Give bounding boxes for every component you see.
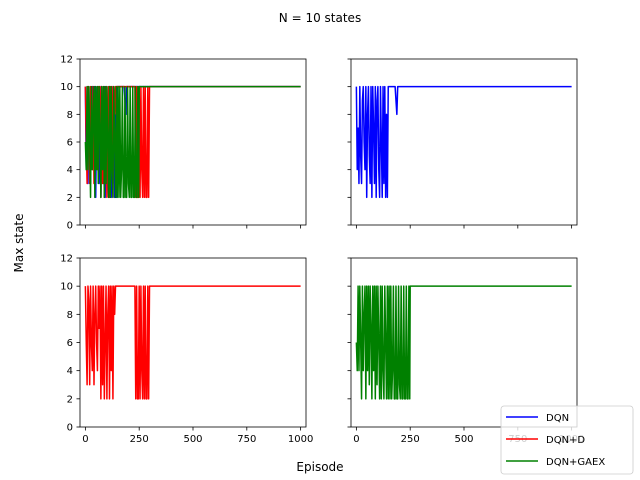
x-tick-label: 750 bbox=[237, 434, 256, 445]
y-tick-label: 2 bbox=[67, 394, 73, 405]
y-tick-label: 12 bbox=[60, 55, 73, 66]
y-tick-label: 10 bbox=[60, 82, 73, 93]
subplot-3: 0 250 500 750 1000 0 2 4 6 8 10 12 bbox=[60, 254, 313, 446]
y-tick-label: 12 bbox=[60, 254, 73, 265]
legend: DQN DQN+D DQN+GAEX bbox=[500, 405, 634, 475]
y-tick-label: 8 bbox=[67, 310, 73, 321]
x-tick-label: 250 bbox=[130, 434, 149, 445]
series-line-dqn-gaex bbox=[355, 285, 572, 400]
y-tick-label: 4 bbox=[67, 366, 73, 377]
y-tick-label: 6 bbox=[67, 138, 73, 149]
y-tick-label: 6 bbox=[67, 338, 73, 349]
legend-box bbox=[500, 405, 634, 475]
y-tick-label: 2 bbox=[67, 193, 73, 204]
legend-label-dqn-gaex: DQN+GAEX bbox=[546, 457, 605, 468]
y-tick-label: 8 bbox=[67, 110, 73, 121]
legend-label-dqn: DQN bbox=[546, 413, 569, 424]
subplot-2 bbox=[347, 58, 578, 229]
y-axis-label: Max state bbox=[12, 213, 26, 272]
series-line-dqn-gaex bbox=[84, 85, 301, 199]
x-axis-label: Episode bbox=[296, 460, 343, 474]
y-tick-label: 4 bbox=[67, 165, 73, 176]
x-tick-label: 1000 bbox=[288, 434, 313, 445]
series-line-dqn bbox=[355, 85, 572, 199]
y-tick-label: 0 bbox=[67, 423, 73, 434]
legend-label-dqn-d: DQN+D bbox=[546, 435, 585, 446]
x-tick-label: 0 bbox=[82, 434, 88, 445]
subplot-1: 0 2 4 6 8 10 12 bbox=[60, 55, 307, 232]
y-tick-label: 10 bbox=[60, 282, 73, 293]
x-tick-label: 500 bbox=[183, 434, 202, 445]
series-line-dqn-d bbox=[84, 285, 301, 400]
chart-title: N = 10 states bbox=[279, 11, 361, 25]
subplot-grid: 0246810120250500750100002468101202505007… bbox=[60, 55, 584, 446]
x-tick-label: 500 bbox=[454, 434, 473, 445]
y-tick-label: 0 bbox=[67, 221, 73, 232]
x-tick-label: 0 bbox=[353, 434, 359, 445]
x-tick-label: 250 bbox=[401, 434, 420, 445]
